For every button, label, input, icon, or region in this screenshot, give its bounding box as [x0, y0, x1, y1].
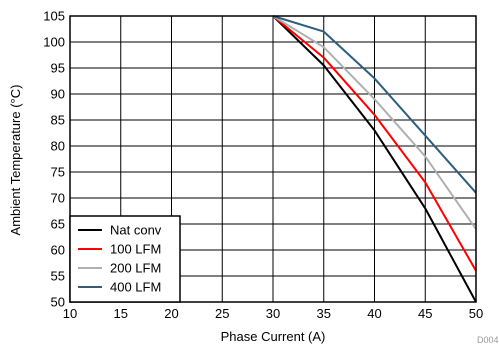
- y-tick-label: 55: [51, 269, 65, 284]
- y-tick-label: 100: [43, 35, 65, 50]
- x-tick-label: 50: [469, 306, 483, 321]
- series-lines: [272, 15, 477, 303]
- legend: Nat conv 100 LFM 200 LFM 400 LFM: [69, 215, 181, 303]
- x-axis-title: Phase Current (A): [221, 329, 326, 344]
- series-line-3: [272, 15, 477, 194]
- y-tick-label: 95: [51, 61, 65, 76]
- y-tick-label: 60: [51, 243, 65, 258]
- y-tick-label: 50: [51, 295, 65, 310]
- y-axis-title: Ambient Temperature (°C): [8, 85, 23, 236]
- y-tick-label: 70: [51, 191, 65, 206]
- series-line-1: [272, 15, 477, 272]
- series-line-2: [272, 15, 477, 230]
- figure-note: D004: [477, 335, 499, 345]
- x-tick-label: 35: [317, 306, 331, 321]
- x-tick-label: 10: [63, 306, 77, 321]
- legend-label: 100 LFM: [110, 242, 161, 257]
- y-tick-labels: 50 55 60 65 70 75 80 85 90 95 100 105: [43, 9, 65, 310]
- x-tick-label: 40: [367, 306, 381, 321]
- legend-label: Nat conv: [110, 223, 162, 238]
- series-line-0: [272, 15, 477, 303]
- y-tick-label: 65: [51, 217, 65, 232]
- y-tick-label: 105: [43, 9, 65, 24]
- y-tick-label: 75: [51, 165, 65, 180]
- y-tick-label: 85: [51, 113, 65, 128]
- x-tick-label: 25: [215, 306, 229, 321]
- x-tick-label: 30: [266, 306, 280, 321]
- x-tick-label: 15: [114, 306, 128, 321]
- x-tick-label: 20: [164, 306, 178, 321]
- y-tick-label: 80: [51, 139, 65, 154]
- plot-frame: [69, 15, 477, 303]
- x-tick-labels: 10 15 20 25 30 35 40 45 50: [63, 306, 483, 321]
- y-tick-label: 90: [51, 87, 65, 102]
- legend-label: 200 LFM: [110, 261, 161, 276]
- legend-label: 400 LFM: [110, 280, 161, 295]
- x-tick-label: 45: [418, 306, 432, 321]
